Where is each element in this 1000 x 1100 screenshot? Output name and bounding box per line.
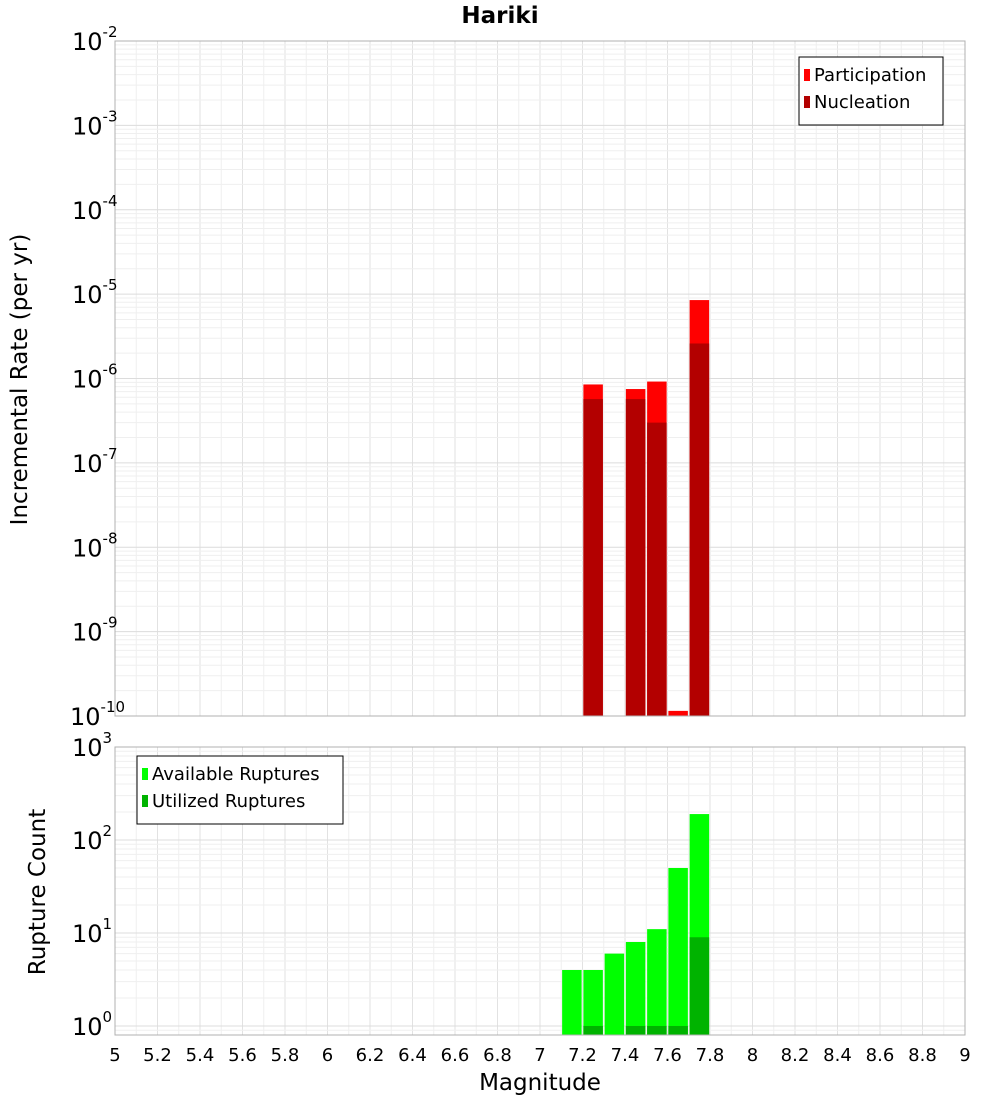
bar-secondary	[689, 343, 710, 716]
x-tick-label: 6.2	[356, 1045, 385, 1066]
count-y-ticks: 100 101 102 103	[72, 729, 112, 1041]
x-tick-label: 7.6	[653, 1045, 682, 1066]
x-tick-label: 6.6	[441, 1045, 470, 1066]
bar-primary	[562, 969, 582, 1035]
x-tick-label: 9	[959, 1045, 970, 1066]
bar-secondary	[625, 1025, 646, 1035]
y-tick-label: 102	[72, 822, 112, 855]
y-tick-label: 101	[72, 915, 112, 948]
rate-bars	[583, 300, 710, 716]
legend-box	[136, 755, 344, 825]
rate-panel: 10-10 10-9 10-8 10-7 10-6 10-5 10-4 10-3 10-2 In…	[7, 23, 966, 731]
magnitude-x-ticks: 5 5.2 5.4 5.6 5.8 6 6.2 6.4 6.6 6.8 7 7.2 7.4 7.6 7.8 8…	[109, 1045, 970, 1066]
bar-primary	[604, 953, 625, 1035]
x-tick-label: 8	[747, 1045, 758, 1066]
count-panel: 100 101 102 103 5 5.2 5.4 5.6 5.8 6 6.2 6.4 6.6 6.8 7…	[25, 729, 971, 1096]
rate-y-ticks: 10-10 10-9 10-8 10-7 10-6 10-5 10-4 10-3 10-2	[70, 23, 125, 731]
legend-entry: Available Ruptures	[152, 764, 320, 785]
x-tick-label: 7.2	[568, 1045, 597, 1066]
bar-secondary	[647, 422, 667, 716]
bar-primary	[668, 867, 688, 1035]
x-tick-label: 6.4	[398, 1045, 427, 1066]
bar-secondary	[668, 1025, 688, 1035]
bar-primary	[625, 942, 646, 1035]
bar-secondary	[647, 1025, 667, 1035]
y-tick-label: 10-5	[72, 276, 118, 309]
count-legend: Available Ruptures Utilized Ruptures	[136, 755, 344, 825]
x-tick-label: 8.2	[781, 1045, 810, 1066]
magnitude-x-axis-label: Magnitude	[479, 1070, 601, 1096]
x-tick-label: 5.6	[228, 1045, 257, 1066]
bar-primary	[583, 969, 603, 1035]
y-tick-label: 10-8	[72, 529, 118, 562]
x-tick-label: 5	[109, 1045, 120, 1066]
chart-title: Hariki	[461, 3, 538, 29]
x-tick-label: 6	[322, 1045, 333, 1066]
bar-secondary	[625, 399, 646, 716]
bar-secondary	[689, 937, 710, 1035]
legend-swatch	[804, 96, 810, 108]
bar-secondary	[583, 399, 603, 716]
y-tick-label: 100	[72, 1008, 112, 1041]
legend-swatch	[142, 768, 148, 780]
rate-legend: Participation Nucleation	[798, 56, 944, 126]
x-tick-label: 7.4	[611, 1045, 640, 1066]
rate-grid	[114, 40, 966, 717]
x-tick-label: 8.6	[866, 1045, 895, 1066]
legend-swatch	[804, 69, 810, 81]
x-tick-label: 7	[534, 1045, 545, 1066]
x-tick-label: 8.8	[908, 1045, 937, 1066]
y-tick-label: 10-7	[72, 445, 118, 478]
count-plot-frame	[114, 746, 966, 1036]
y-tick-label: 10-6	[72, 361, 118, 394]
y-tick-label: 103	[72, 729, 112, 762]
x-tick-label: 8.4	[823, 1045, 852, 1066]
x-tick-label: 6.8	[483, 1045, 512, 1066]
bar-secondary	[583, 1025, 603, 1035]
rate-y-axis-label: Incremental Rate (per yr)	[7, 234, 33, 526]
legend-entry: Utilized Ruptures	[152, 791, 305, 812]
legend-swatch	[142, 795, 148, 807]
legend-entry: Participation	[814, 65, 926, 86]
legend-entry: Nucleation	[814, 92, 910, 113]
y-tick-label: 10-2	[72, 23, 118, 56]
x-tick-label: 5.2	[143, 1045, 172, 1066]
bar-primary	[668, 710, 688, 716]
x-tick-label: 7.8	[696, 1045, 725, 1066]
y-tick-label: 10-10	[70, 698, 125, 731]
x-tick-label: 5.4	[186, 1045, 215, 1066]
y-tick-label: 10-9	[72, 614, 118, 647]
bar-primary	[647, 929, 667, 1035]
count-bars	[562, 814, 710, 1035]
x-tick-label: 5.8	[271, 1045, 300, 1066]
y-tick-label: 10-4	[72, 192, 118, 225]
count-y-axis-label: Rupture Count	[25, 809, 51, 975]
y-tick-label: 10-3	[72, 107, 118, 140]
rate-plot-frame	[114, 40, 966, 717]
legend-box	[798, 56, 944, 126]
